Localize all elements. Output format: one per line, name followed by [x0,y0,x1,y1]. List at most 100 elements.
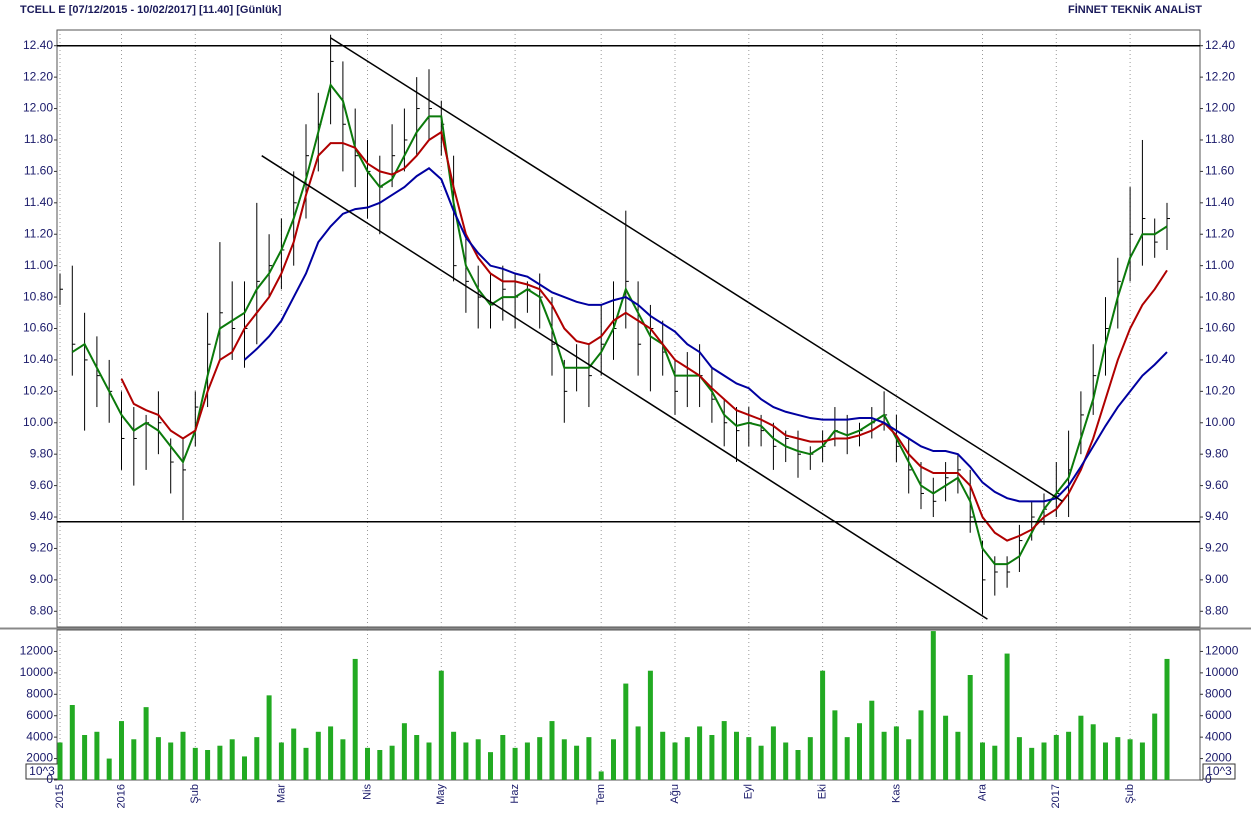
volume-bar [549,721,555,780]
y-tick-label: 9.40 [1205,509,1229,523]
volume-bar [155,737,161,780]
y-tick-label: 0 [46,772,53,786]
volume-bar [623,683,629,780]
y-tick-label: 2000 [1205,751,1232,765]
volume-bar [906,739,912,780]
trend-line [330,37,1063,502]
volume-bar [721,721,727,780]
volume-bar [303,747,309,780]
volume-bar [131,739,137,780]
x-tick-label: Şub [189,784,201,804]
volume-bar [881,731,887,780]
volume-bar [930,631,936,780]
volume-bar [192,747,198,780]
volume-bar [475,739,481,780]
volume-bar [438,670,444,780]
y-tick-label: 12.40 [1205,38,1235,52]
x-tick-label: Şub [1124,784,1136,804]
volume-bar [278,742,284,780]
volume-bar [857,723,862,780]
volume-bar [524,742,530,780]
volume-bar [1078,715,1084,780]
source-label: FİNNET TEKNİK ANALİST [1068,3,1202,16]
volume-bar [389,745,395,780]
unit-label: 10^3 [1206,764,1232,778]
volume-bar [869,700,875,780]
volume-bar [611,739,616,780]
volume-panel [56,629,1201,781]
volume-bar [229,739,235,780]
volume-bar [94,731,100,780]
y-tick-label: 10000 [1205,665,1239,679]
x-tick-label: 2016 [115,784,127,808]
volume-bar [266,695,272,780]
x-tick-label: Eki [817,784,829,799]
y-tick-label: 11.00 [24,258,53,272]
y-tick-label: 9.80 [1205,446,1229,460]
y-tick-label: 9.80 [30,446,54,460]
y-tick-label: 8000 [26,686,53,700]
volume-bar [807,737,813,780]
volume-bar [414,735,420,780]
y-tick-label: 11.00 [1205,258,1234,272]
volume-bar [143,707,149,780]
y-tick-label: 2000 [26,751,53,765]
volume-bar [500,735,506,780]
volume-bar [119,721,124,780]
y-tick-label: 6000 [26,708,53,722]
volume-bar [377,750,383,780]
volume-bar [451,731,457,780]
y-tick-label: 12.00 [23,101,53,115]
y-tick-label: 10.00 [23,415,53,429]
volume-bar [315,731,321,780]
volume-bar [291,728,297,780]
y-tick-label: 9.40 [30,509,54,523]
y-tick-label: 10.20 [23,384,53,398]
y-tick-label: 10.60 [1205,321,1235,335]
y-tick-label: 10000 [20,665,54,679]
volume-bar [1090,724,1096,780]
volume-bar [980,742,985,780]
y-tick-label: 11.40 [24,195,53,209]
x-tick-label: May [435,784,447,805]
y-tick-label: 9.60 [1205,478,1229,492]
volume-bar [488,752,493,780]
volume-bar [1127,739,1133,780]
volume-bar [69,705,75,780]
y-tick-label: 10.00 [1205,415,1235,429]
y-tick-label: 11.40 [1205,195,1234,209]
x-tick-label: Tem [595,784,607,805]
volume-bar [893,726,899,780]
y-tick-label: 10.40 [23,352,53,366]
y-tick-label: 12.40 [23,38,53,52]
volume-bar [1029,747,1035,780]
volume-bar [844,737,850,780]
volume-bar [340,739,346,780]
volume-bar [697,726,703,780]
volume-bar [660,731,666,780]
y-tick-label: 8.80 [30,603,54,617]
volume-bar [832,710,838,780]
volume-bar [168,742,174,780]
volume-bar [795,750,801,780]
y-tick-label: 11.80 [24,132,53,146]
volume-bar [943,715,949,780]
volume-bar [672,742,678,780]
volume-bar [205,750,211,780]
volume-bar [426,742,432,780]
volume-bar [1041,742,1047,780]
y-tick-label: 11.20 [24,226,53,240]
volume-bar [401,723,407,780]
y-tick-label: 6000 [1205,708,1232,722]
volume-bar [967,675,973,780]
x-tick-label: Ara [976,783,988,801]
moving-average [243,167,1168,503]
volume-bar [180,731,186,780]
volume-bar [709,735,715,780]
volume-bar [1004,653,1010,780]
moving-average [71,82,1168,566]
y-tick-label: 12.20 [23,69,53,83]
x-tick-label: 2017 [1050,784,1062,808]
y-tick-label: 10.20 [1205,384,1235,398]
